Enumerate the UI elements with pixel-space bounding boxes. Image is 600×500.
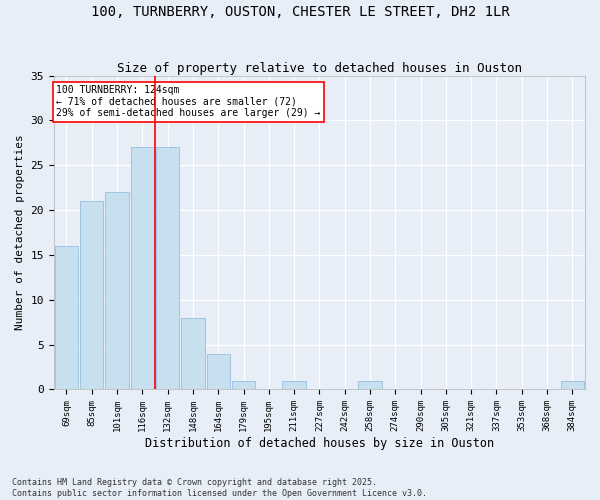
Bar (181, 318, 205, 390)
Title: Size of property relative to detached houses in Ouston: Size of property relative to detached ho… (117, 62, 522, 74)
Bar (55, 246, 78, 390)
Bar (232, 380, 255, 390)
Bar (131, 148, 154, 390)
Text: Contains HM Land Registry data © Crown copyright and database right 2025.
Contai: Contains HM Land Registry data © Crown c… (12, 478, 427, 498)
Bar (156, 148, 179, 390)
Y-axis label: Number of detached properties: Number of detached properties (15, 134, 25, 330)
Bar (106, 192, 128, 390)
Bar (206, 354, 230, 390)
Text: 100 TURNBERRY: 124sqm
← 71% of detached houses are smaller (72)
29% of semi-deta: 100 TURNBERRY: 124sqm ← 71% of detached … (56, 85, 321, 118)
X-axis label: Distribution of detached houses by size in Ouston: Distribution of detached houses by size … (145, 437, 494, 450)
Bar (283, 380, 306, 390)
Bar (561, 380, 584, 390)
Bar (358, 380, 382, 390)
Bar (80, 201, 103, 390)
Text: 100, TURNBERRY, OUSTON, CHESTER LE STREET, DH2 1LR: 100, TURNBERRY, OUSTON, CHESTER LE STREE… (91, 5, 509, 19)
